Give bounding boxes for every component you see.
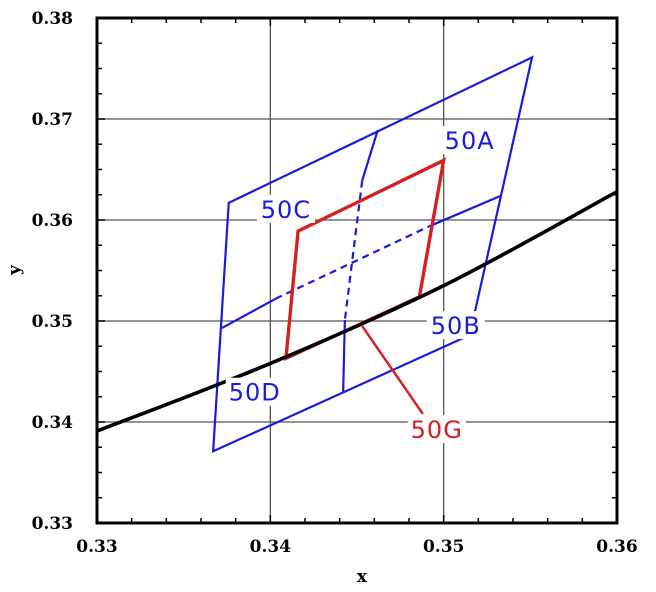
outer-region [211,55,534,454]
region-label-50d: 50D [229,379,281,407]
y-tick-label: 0.33 [32,514,73,534]
label-backdrop [407,415,466,444]
axis-ticks: 0.33 0.34 0.35 0.36 0.33 0.34 0.35 0.36 0.37 0.38 [32,9,638,557]
region-label-50c: 50C [261,196,311,224]
x-tick-label: 0.34 [250,537,292,557]
horizontal-divider-hidden [275,225,431,300]
plot-frame [95,16,619,525]
horizontal-divider [429,194,502,228]
pointer-line [361,325,424,415]
label-backdrop [440,126,499,155]
y-tick-label: 0.34 [32,413,74,433]
region-label-50a: 50A [445,127,495,155]
region-label-50b: 50B [431,312,481,340]
locus-line [96,190,618,433]
vertical-divider [361,129,379,181]
y-tick-label: 0.36 [32,211,73,231]
region-label-50g: 50G [411,416,463,444]
locus-curve [96,190,618,433]
x-tick-label: 0.33 [76,537,117,557]
x-axis-label: x [357,567,368,587]
label-backdrop [256,194,315,223]
outer-quadrilateral [211,55,534,454]
x-tick-label: 0.35 [423,537,464,557]
y-tick-label: 0.37 [32,110,73,130]
y-axis-label: y [5,264,25,276]
label-backdrop [426,311,485,340]
horizontal-divider [221,297,277,330]
y-tick-label: 0.38 [32,9,73,29]
grid [97,18,617,523]
annotations: 50A 50C 50B 50D 50G [225,126,499,444]
label-backdrop [225,377,284,406]
x-tick-label: 0.36 [596,537,637,557]
y-tick-label: 0.35 [32,312,73,332]
